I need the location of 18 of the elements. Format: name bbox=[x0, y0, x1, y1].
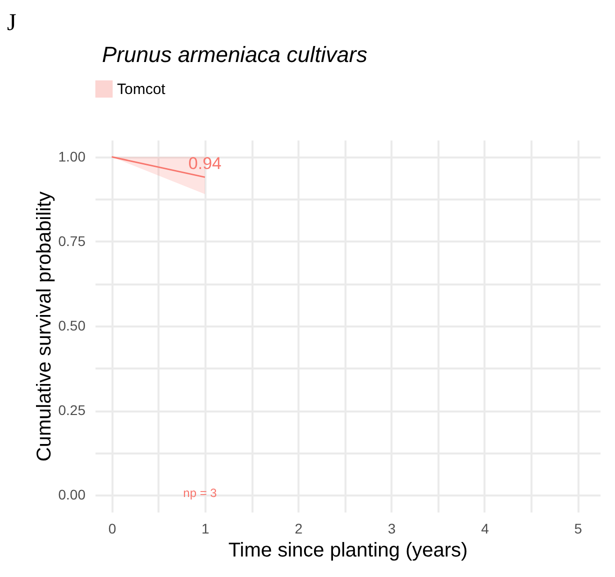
y-tick-label: 0.00 bbox=[58, 486, 86, 503]
x-tick-label: 5 bbox=[574, 520, 582, 536]
y-axis-title: Cumulative survival probability bbox=[33, 191, 56, 462]
y-tick-label: 0.50 bbox=[58, 318, 86, 334]
legend-label: Tomcot bbox=[117, 81, 166, 98]
x-tick-label: 2 bbox=[294, 520, 303, 536]
y-tick-label: 0.25 bbox=[58, 402, 86, 418]
y-tick-label: 0.75 bbox=[58, 232, 86, 249]
y-tick-label: 1.00 bbox=[58, 148, 86, 164]
chart-title: Prunus armeniaca cultivars bbox=[102, 42, 368, 67]
x-tick-label: 4 bbox=[481, 520, 490, 536]
text: J bbox=[7, 10, 16, 36]
x-tick-label: 0 bbox=[108, 520, 116, 536]
annotation: 0.94 bbox=[188, 154, 222, 174]
x-tick-label: 1 bbox=[202, 520, 210, 536]
annotation: np = 3 bbox=[183, 486, 218, 500]
x-tick-label: 3 bbox=[388, 520, 396, 536]
x-axis-title: Time since planting (years) bbox=[228, 540, 468, 562]
